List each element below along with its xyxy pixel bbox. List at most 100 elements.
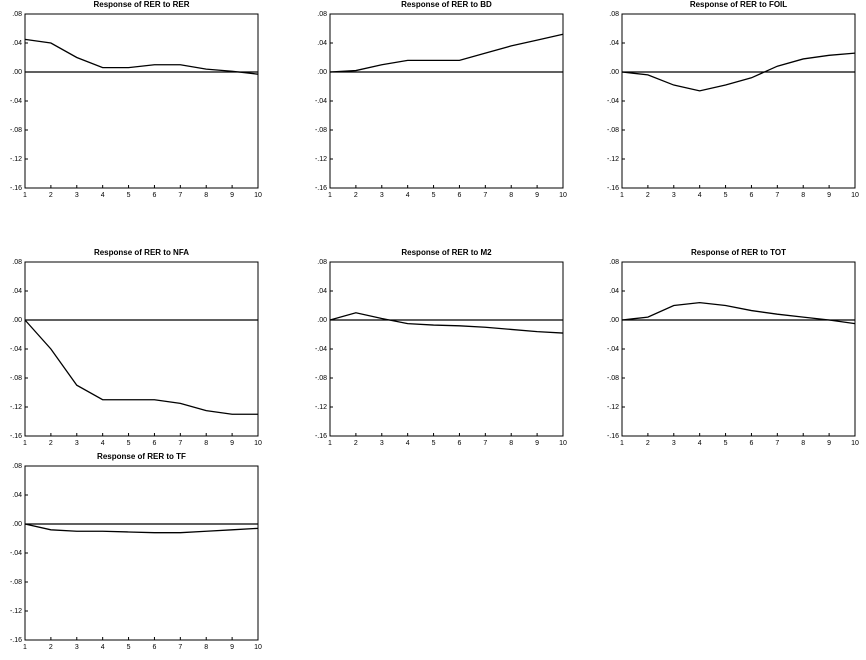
- x-tick-label: 7: [775, 440, 779, 447]
- x-tick-label: 7: [775, 192, 779, 199]
- y-tick-label: -.08: [10, 375, 22, 382]
- x-tick-label: 2: [646, 192, 650, 199]
- y-tick-label: .00: [317, 317, 327, 324]
- plot-frame: [329, 13, 564, 189]
- y-tick-label: .00: [12, 521, 22, 528]
- plot-frame: [621, 261, 856, 437]
- x-tick-label: 1: [23, 440, 27, 447]
- response-line: [24, 38, 259, 75]
- x-tick-label: 10: [254, 192, 262, 199]
- y-tick-label: -.08: [10, 127, 22, 134]
- x-tick-label: 7: [178, 192, 182, 199]
- x-tick-label: 10: [559, 192, 567, 199]
- x-tick-label: 3: [75, 440, 79, 447]
- x-tick-label: 2: [354, 440, 358, 447]
- x-tick-label: 3: [672, 192, 676, 199]
- y-tick-label: -.12: [10, 608, 22, 615]
- response-line: [621, 301, 856, 325]
- x-tick-label: 9: [535, 192, 539, 199]
- response-line: [24, 319, 258, 415]
- y-tick-label: -.16: [315, 433, 327, 440]
- y-tick-label: -.04: [10, 98, 22, 105]
- response-line: [329, 33, 564, 73]
- y-tick-label: -.16: [607, 185, 619, 192]
- y-tick-label: .08: [317, 11, 327, 18]
- x-tick-label: 5: [724, 192, 728, 199]
- x-tick-label: 9: [230, 440, 234, 447]
- x-tick-label: 10: [851, 192, 859, 199]
- y-tick-label: -.16: [10, 185, 22, 192]
- y-tick-label: -.12: [315, 404, 327, 411]
- y-tick-label: -.08: [10, 579, 22, 586]
- y-tick-label: .04: [609, 288, 619, 295]
- y-tick-label: -.16: [10, 433, 22, 440]
- x-tick-label: 8: [204, 192, 208, 199]
- y-tick-label: -.08: [607, 375, 619, 382]
- x-tick-label: 1: [23, 644, 27, 651]
- chart-title: Response of RER to TF: [97, 452, 186, 461]
- x-tick-label: 2: [49, 644, 53, 651]
- x-tick-label: 7: [178, 440, 182, 447]
- x-tick-label: 6: [457, 192, 461, 199]
- response-line: [24, 523, 259, 534]
- y-tick-label: .08: [609, 11, 619, 18]
- plot-frame: [24, 261, 259, 437]
- y-tick-label: -.12: [607, 404, 619, 411]
- x-tick-label: 3: [380, 440, 384, 447]
- y-tick-label: -.08: [315, 127, 327, 134]
- x-tick-label: 10: [851, 440, 859, 447]
- chart-title: Response of RER to BD: [401, 0, 492, 9]
- x-tick-label: 1: [23, 192, 27, 199]
- chart-title: Response of RER to M2: [401, 248, 492, 257]
- plot-frame: [621, 13, 856, 189]
- x-tick-label: 6: [749, 192, 753, 199]
- y-tick-label: .08: [12, 463, 22, 470]
- x-tick-label: 1: [328, 192, 332, 199]
- y-tick-label: -.04: [315, 98, 327, 105]
- x-tick-label: 2: [49, 192, 53, 199]
- x-tick-label: 4: [101, 644, 105, 651]
- x-tick-label: 7: [483, 440, 487, 447]
- y-tick-label: -.04: [10, 550, 22, 557]
- y-tick-label: -.16: [607, 433, 619, 440]
- y-tick-label: .04: [317, 40, 327, 47]
- y-tick-label: .08: [609, 259, 619, 266]
- y-tick-label: -.12: [315, 156, 327, 163]
- y-tick-label: .00: [12, 317, 22, 324]
- x-tick-label: 2: [49, 440, 53, 447]
- x-tick-label: 10: [254, 644, 262, 651]
- x-tick-label: 4: [406, 192, 410, 199]
- plot-frame: [24, 465, 259, 641]
- x-tick-label: 5: [127, 644, 131, 651]
- y-tick-label: -.16: [315, 185, 327, 192]
- y-tick-label: .08: [317, 259, 327, 266]
- y-tick-label: -.08: [607, 127, 619, 134]
- x-tick-label: 8: [204, 644, 208, 651]
- y-tick-label: -.04: [10, 346, 22, 353]
- y-tick-label: -.08: [315, 375, 327, 382]
- chart-title: Response of RER to RER: [93, 0, 189, 9]
- x-tick-label: 8: [509, 192, 513, 199]
- y-tick-label: .04: [12, 288, 22, 295]
- x-tick-label: 9: [230, 644, 234, 651]
- x-tick-label: 5: [432, 440, 436, 447]
- y-tick-label: .00: [609, 317, 619, 324]
- x-tick-label: 2: [646, 440, 650, 447]
- y-tick-label: .04: [317, 288, 327, 295]
- plot-frame: [329, 261, 564, 437]
- y-tick-label: -.12: [607, 156, 619, 163]
- x-tick-label: 5: [432, 192, 436, 199]
- x-tick-label: 3: [672, 440, 676, 447]
- x-tick-label: 4: [698, 440, 702, 447]
- chart-title: Response of RER to FOIL: [690, 0, 787, 9]
- x-tick-label: 8: [801, 192, 805, 199]
- x-tick-label: 4: [101, 440, 105, 447]
- x-tick-label: 7: [178, 644, 182, 651]
- x-tick-label: 3: [380, 192, 384, 199]
- x-tick-label: 9: [827, 192, 831, 199]
- x-tick-label: 8: [509, 440, 513, 447]
- x-tick-label: 7: [483, 192, 487, 199]
- y-tick-label: .00: [609, 69, 619, 76]
